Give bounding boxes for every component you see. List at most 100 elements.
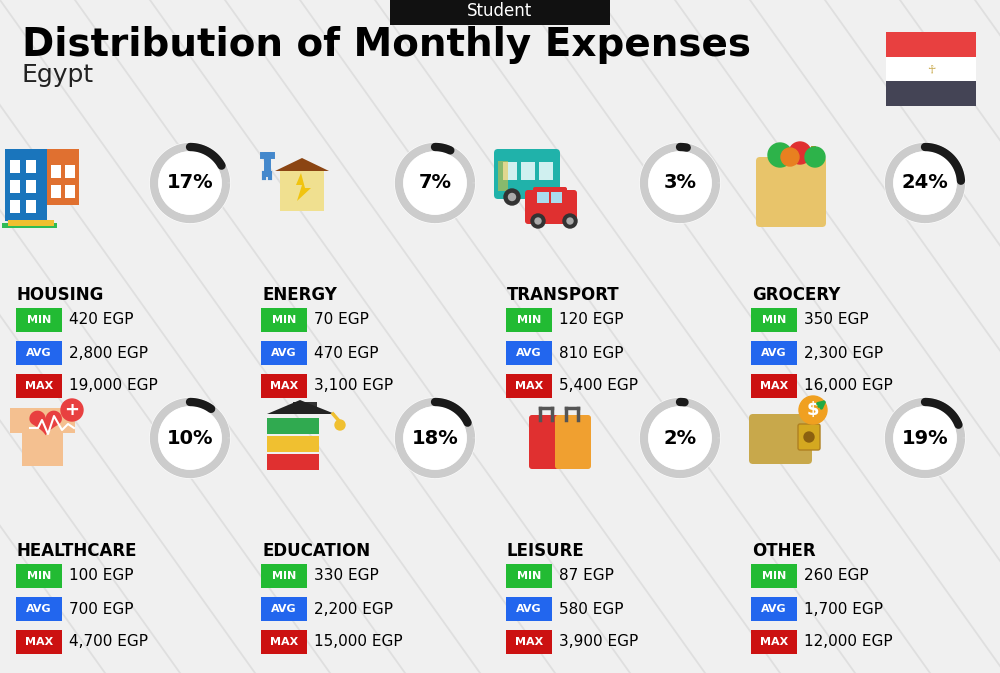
Text: 87 EGP: 87 EGP	[559, 569, 614, 583]
FancyBboxPatch shape	[751, 341, 797, 365]
FancyBboxPatch shape	[267, 436, 319, 452]
Circle shape	[150, 398, 230, 478]
Text: 350 EGP: 350 EGP	[804, 312, 869, 328]
Text: 3,900 EGP: 3,900 EGP	[559, 635, 638, 649]
FancyBboxPatch shape	[751, 564, 797, 588]
Text: AVG: AVG	[761, 604, 787, 614]
FancyBboxPatch shape	[16, 597, 62, 621]
Circle shape	[535, 218, 541, 224]
FancyBboxPatch shape	[506, 308, 552, 332]
Circle shape	[649, 152, 711, 214]
Text: MIN: MIN	[27, 315, 51, 325]
Text: +: +	[64, 401, 80, 419]
Text: 5,400 EGP: 5,400 EGP	[559, 378, 638, 394]
Text: 17%: 17%	[167, 174, 213, 192]
FancyBboxPatch shape	[261, 630, 307, 654]
Text: 260 EGP: 260 EGP	[804, 569, 869, 583]
Text: TRANSPORT: TRANSPORT	[507, 286, 620, 304]
FancyBboxPatch shape	[537, 192, 549, 203]
FancyBboxPatch shape	[26, 180, 36, 193]
Text: OTHER: OTHER	[752, 542, 816, 560]
Text: 2,800 EGP: 2,800 EGP	[69, 345, 148, 361]
FancyBboxPatch shape	[16, 341, 62, 365]
Text: MAX: MAX	[270, 381, 298, 391]
Text: AVG: AVG	[26, 604, 52, 614]
Circle shape	[395, 398, 475, 478]
Text: 2,200 EGP: 2,200 EGP	[314, 602, 393, 616]
Text: AVG: AVG	[516, 604, 542, 614]
Circle shape	[504, 189, 520, 205]
Text: 70 EGP: 70 EGP	[314, 312, 369, 328]
FancyBboxPatch shape	[65, 185, 75, 198]
FancyBboxPatch shape	[51, 165, 61, 178]
FancyBboxPatch shape	[751, 630, 797, 654]
Circle shape	[789, 142, 811, 164]
Circle shape	[649, 407, 711, 469]
Text: HOUSING: HOUSING	[17, 286, 104, 304]
FancyBboxPatch shape	[756, 157, 826, 227]
Text: MAX: MAX	[760, 637, 788, 647]
Polygon shape	[10, 408, 75, 466]
Circle shape	[150, 143, 230, 223]
FancyBboxPatch shape	[533, 187, 567, 207]
FancyBboxPatch shape	[503, 162, 517, 180]
FancyBboxPatch shape	[261, 564, 307, 588]
Text: MIN: MIN	[762, 571, 786, 581]
FancyBboxPatch shape	[539, 162, 553, 180]
Circle shape	[404, 407, 466, 469]
FancyBboxPatch shape	[16, 564, 62, 588]
Text: 24%: 24%	[902, 174, 948, 192]
Text: 18%: 18%	[412, 429, 458, 448]
FancyBboxPatch shape	[8, 220, 54, 226]
FancyBboxPatch shape	[886, 81, 976, 106]
Text: $: $	[807, 401, 819, 419]
FancyBboxPatch shape	[261, 341, 307, 365]
Text: AVG: AVG	[271, 604, 297, 614]
Circle shape	[804, 432, 814, 442]
Circle shape	[894, 152, 956, 214]
Text: MAX: MAX	[760, 381, 788, 391]
Circle shape	[537, 189, 553, 205]
Circle shape	[335, 420, 345, 430]
Text: MAX: MAX	[515, 381, 543, 391]
FancyBboxPatch shape	[506, 564, 552, 588]
Text: EDUCATION: EDUCATION	[262, 542, 370, 560]
FancyBboxPatch shape	[16, 308, 62, 332]
Text: ☥: ☥	[927, 65, 935, 75]
Circle shape	[885, 398, 965, 478]
Circle shape	[531, 214, 545, 228]
Text: 470 EGP: 470 EGP	[314, 345, 378, 361]
Circle shape	[894, 407, 956, 469]
Text: MIN: MIN	[517, 571, 541, 581]
Circle shape	[404, 152, 466, 214]
FancyBboxPatch shape	[293, 402, 317, 414]
Polygon shape	[296, 173, 311, 201]
Text: 19,000 EGP: 19,000 EGP	[69, 378, 158, 394]
FancyBboxPatch shape	[267, 454, 319, 470]
Circle shape	[799, 396, 827, 424]
Text: AVG: AVG	[761, 348, 787, 358]
FancyBboxPatch shape	[525, 190, 577, 224]
Text: AVG: AVG	[271, 348, 297, 358]
Circle shape	[509, 194, 516, 201]
Circle shape	[159, 407, 221, 469]
FancyBboxPatch shape	[261, 374, 307, 398]
Text: 580 EGP: 580 EGP	[559, 602, 624, 616]
Text: 12,000 EGP: 12,000 EGP	[804, 635, 893, 649]
Text: Student: Student	[467, 2, 533, 20]
Circle shape	[805, 147, 825, 167]
Text: MAX: MAX	[515, 637, 543, 647]
FancyBboxPatch shape	[494, 149, 560, 199]
FancyBboxPatch shape	[10, 160, 20, 173]
FancyBboxPatch shape	[498, 161, 508, 191]
FancyBboxPatch shape	[65, 165, 75, 178]
FancyBboxPatch shape	[506, 630, 552, 654]
Text: Egypt: Egypt	[22, 63, 94, 87]
FancyBboxPatch shape	[751, 597, 797, 621]
Text: 10%: 10%	[167, 429, 213, 448]
FancyBboxPatch shape	[261, 597, 307, 621]
FancyBboxPatch shape	[261, 308, 307, 332]
FancyBboxPatch shape	[506, 374, 552, 398]
Text: 100 EGP: 100 EGP	[69, 569, 134, 583]
Circle shape	[61, 399, 83, 421]
